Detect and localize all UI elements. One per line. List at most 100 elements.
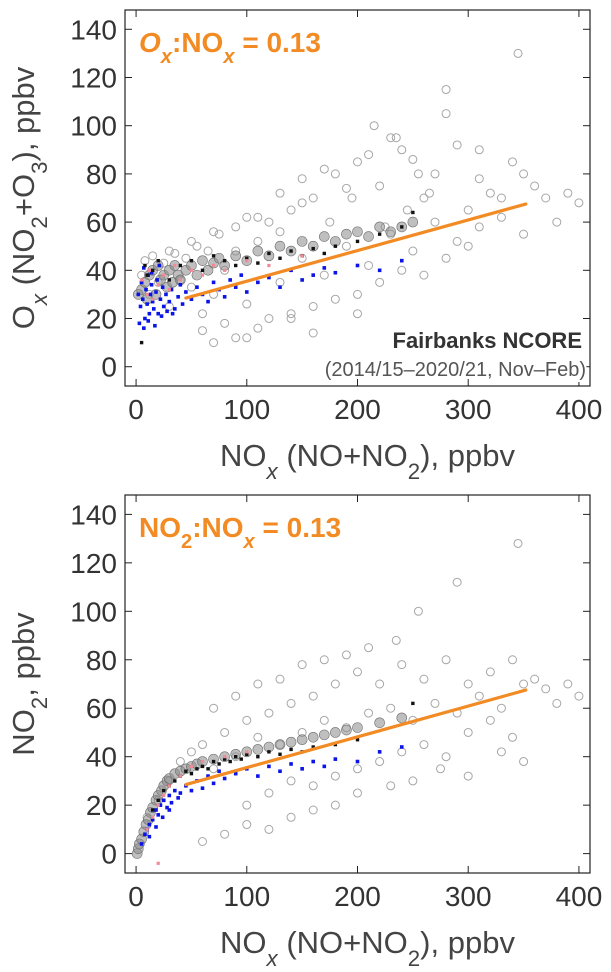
data-point-open	[519, 169, 529, 179]
data-point-open	[574, 198, 584, 208]
data-point-gray	[407, 216, 419, 228]
data-point-pink	[162, 273, 166, 277]
data-point-gray	[296, 236, 308, 247]
data-point-black	[245, 256, 249, 260]
data-point-open	[364, 643, 374, 653]
data-point-open	[319, 655, 329, 665]
data-point-blue	[399, 258, 404, 263]
data-point-black	[278, 256, 282, 260]
data-point-blue	[278, 769, 282, 774]
data-point-open	[485, 188, 495, 198]
x-tick-label: 0	[128, 394, 144, 425]
data-point-blue	[147, 311, 152, 316]
data-point-black	[200, 268, 205, 273]
data-point-open	[452, 140, 462, 150]
data-point-blue	[153, 323, 157, 328]
data-point-blue	[267, 764, 271, 769]
data-point-gray	[352, 722, 363, 733]
series-blue	[136, 258, 404, 330]
data-point-open	[341, 650, 351, 660]
data-point-blue	[149, 270, 154, 275]
data-point-blue	[311, 273, 316, 277]
site-annotation: Fairbanks NCORE	[393, 328, 583, 353]
data-point-open	[330, 169, 340, 179]
data-point-black	[195, 767, 199, 771]
data-point-pink	[300, 254, 304, 258]
period-annotation: (2014/15–2020/21, Nov–Feb)	[325, 359, 586, 381]
data-point-open	[541, 193, 551, 203]
data-point-gray	[385, 226, 397, 238]
data-point-open	[353, 289, 362, 299]
data-point-open	[496, 212, 506, 222]
data-point-open	[441, 655, 451, 665]
data-point-pink	[156, 861, 160, 865]
data-point-gray	[197, 255, 208, 266]
data-point-blue	[333, 270, 338, 275]
data-point-open	[375, 181, 385, 191]
data-point-blue	[169, 800, 174, 805]
data-point-black	[311, 745, 315, 749]
data-point-blue	[200, 786, 205, 790]
data-point-blue	[145, 302, 149, 306]
data-point-gray	[274, 240, 286, 252]
data-point-black	[333, 244, 338, 248]
data-point-blue	[160, 285, 165, 289]
data-point-open	[441, 752, 451, 762]
data-point-gray	[307, 732, 319, 743]
data-point-blue	[161, 304, 166, 309]
data-point-black	[245, 752, 249, 756]
data-point-blue	[137, 321, 142, 326]
data-point-blue	[206, 299, 210, 304]
data-point-open	[181, 253, 191, 263]
data-point-pink	[189, 764, 194, 768]
x-axis-label: NOx (NO+NO2), ppbv	[220, 438, 515, 480]
y-tick-label: 60	[86, 693, 117, 724]
data-point-blue	[165, 309, 169, 314]
data-point-open	[264, 788, 274, 798]
data-point-open	[408, 154, 418, 164]
data-point-black	[256, 261, 260, 265]
data-point-open	[198, 837, 207, 846]
data-point-open	[220, 727, 230, 737]
chart-ox-vs-nox-svg: 0 100 200 300 400 0 20 40 60 80 100 120 140 Ox:NOx = …	[6, 9, 602, 484]
data-point-pink	[223, 755, 227, 759]
data-point-pink	[173, 263, 177, 268]
data-point-gray	[230, 748, 242, 760]
data-point-gray	[352, 226, 363, 238]
y-tick-label: 120	[70, 548, 117, 579]
data-point-open	[496, 193, 506, 203]
data-point-open	[419, 270, 429, 280]
data-point-open	[286, 309, 296, 319]
data-point-open	[198, 309, 207, 319]
data-point-open	[231, 333, 241, 343]
data-point-blue	[233, 771, 238, 776]
fit-line	[184, 688, 528, 787]
data-point-gray	[307, 240, 319, 252]
data-point-black	[355, 738, 360, 742]
data-point-gray	[396, 712, 408, 724]
data-point-open	[496, 703, 506, 713]
y-tick-label: 100	[70, 596, 117, 627]
data-point-blue	[222, 295, 227, 299]
data-point-black	[145, 273, 149, 277]
data-point-open	[198, 740, 207, 750]
data-point-blue	[164, 292, 168, 297]
data-point-open	[242, 800, 252, 810]
data-point-pink	[151, 297, 155, 301]
x-tick-label: 400	[556, 881, 603, 912]
y-tick-label: 80	[86, 645, 117, 676]
data-point-blue	[154, 808, 158, 812]
data-point-pink	[156, 283, 160, 287]
data-point-open	[397, 145, 407, 155]
data-point-open	[474, 691, 484, 701]
y-tick-label: 40	[86, 255, 117, 286]
data-point-blue	[136, 292, 141, 297]
series-blue	[139, 745, 404, 846]
data-point-open	[286, 205, 296, 215]
data-point-black	[211, 254, 216, 258]
data-point-open	[242, 212, 252, 222]
data-point-open	[386, 781, 396, 791]
data-point-open	[474, 145, 484, 155]
data-point-pink	[151, 815, 155, 819]
data-point-open	[436, 764, 446, 774]
